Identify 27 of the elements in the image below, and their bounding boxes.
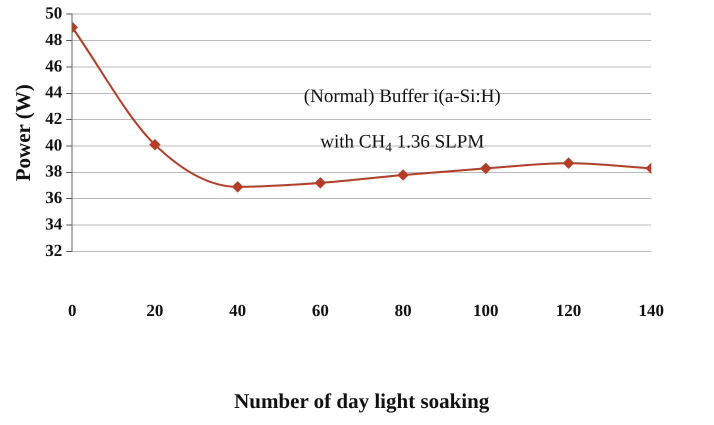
x-tick-label: 120 xyxy=(556,300,582,320)
y-tick-label: 42 xyxy=(45,109,62,128)
x-tick-label: 100 xyxy=(473,300,499,320)
y-tick-label: 44 xyxy=(45,82,63,102)
y-tick-label: 38 xyxy=(45,162,62,181)
point xyxy=(149,139,160,150)
y-axis-title: Power (W) xyxy=(11,84,36,182)
y-tick-label: 32 xyxy=(45,240,62,260)
x-tick-label: 0 xyxy=(68,300,76,320)
point xyxy=(480,162,492,174)
point xyxy=(563,158,574,169)
y-tick-label: 34 xyxy=(45,214,63,234)
x-axis-title: Number of day light soaking xyxy=(234,388,490,413)
y-tick-label: 48 xyxy=(45,30,62,49)
y-tick-label: 46 xyxy=(45,56,62,76)
point xyxy=(232,181,244,192)
x-tick-label: 20 xyxy=(146,300,164,320)
y-tick-label: 50 xyxy=(45,4,62,23)
x-tick-label: 60 xyxy=(312,300,329,320)
y-tick-label: 40 xyxy=(45,135,62,154)
y-tick-label: 36 xyxy=(45,188,62,208)
x-tick-label: 40 xyxy=(229,300,246,320)
x-tick-label: 80 xyxy=(394,300,412,320)
x-tick-label: 140 xyxy=(638,300,664,320)
annotation: (Normal) Buffer i(a-Si:H) xyxy=(304,86,501,108)
point xyxy=(314,177,326,188)
point xyxy=(398,169,409,180)
